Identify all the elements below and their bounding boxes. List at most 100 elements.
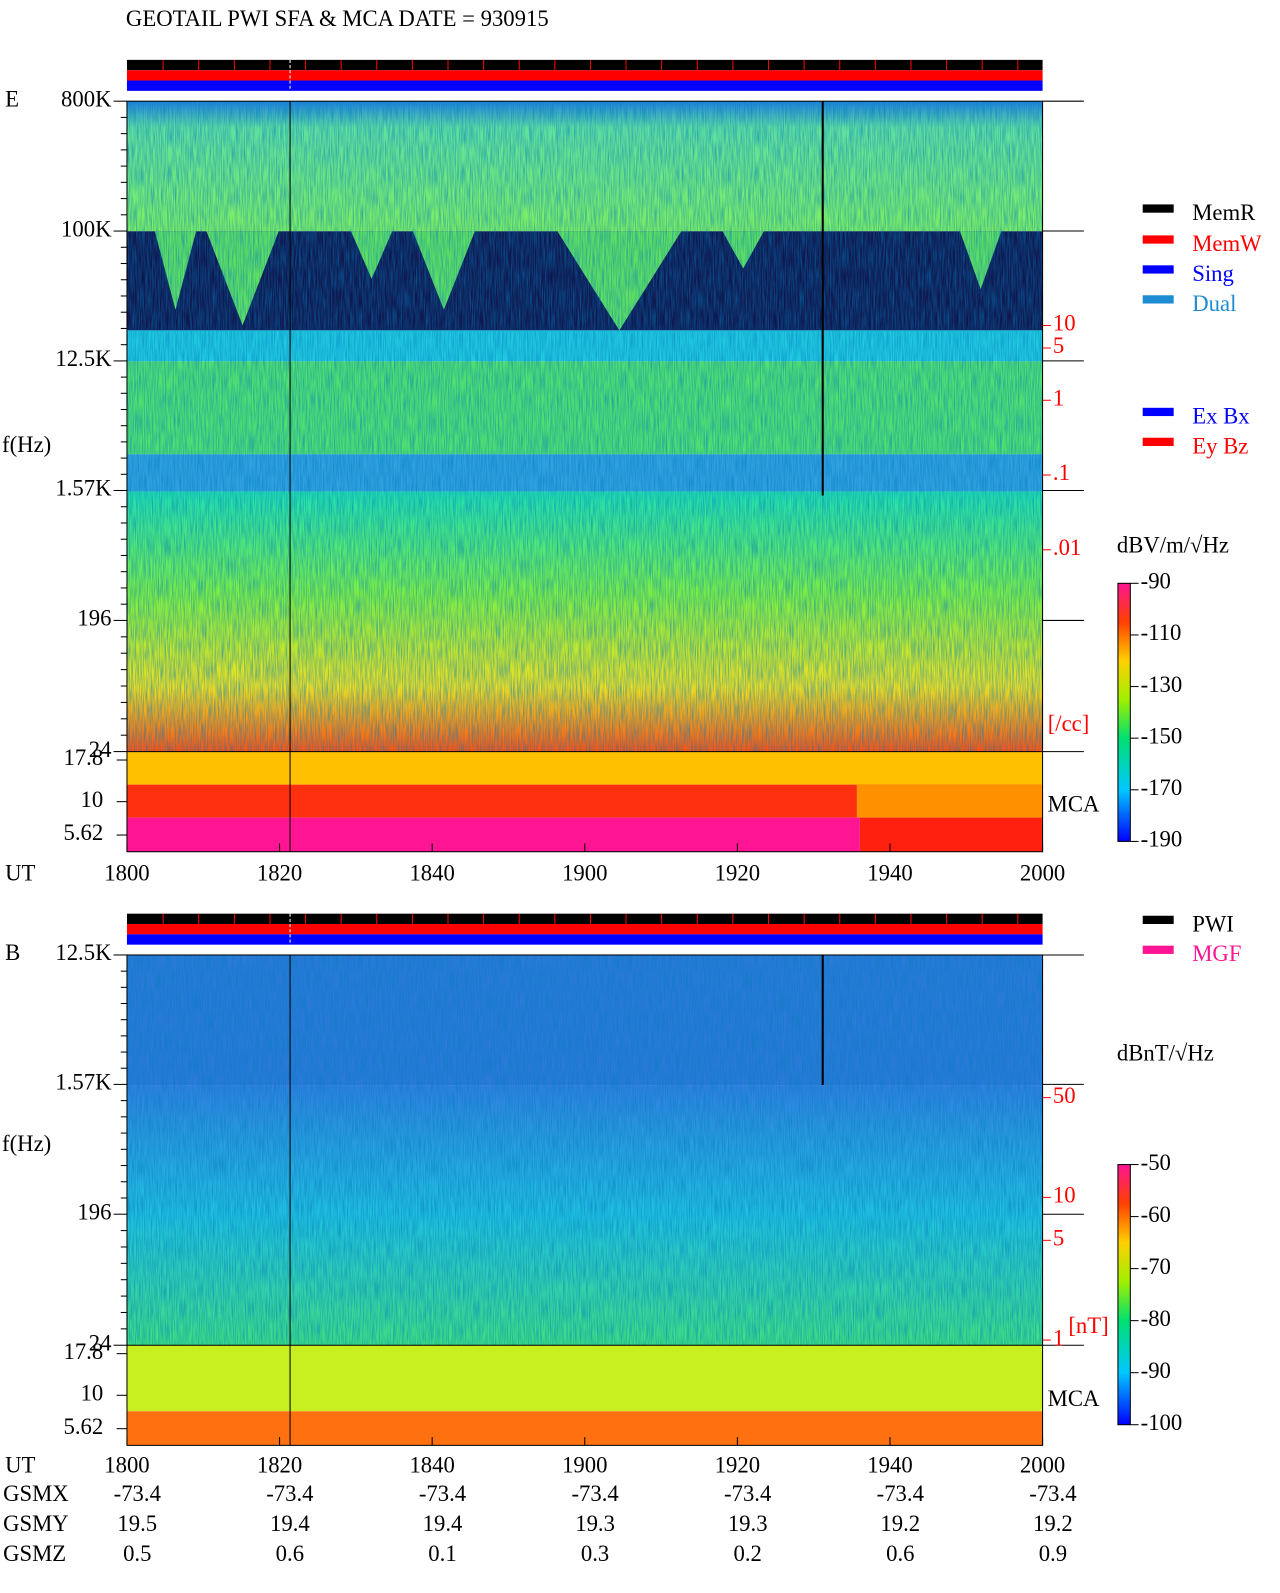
x-tick-label: 1820 bbox=[257, 861, 302, 886]
texture bbox=[126, 954, 1043, 1346]
x-tick-label: 1800 bbox=[104, 861, 149, 886]
orbit-value: 0.1 bbox=[428, 1541, 456, 1566]
y2-tick-label: 10 bbox=[1053, 1183, 1076, 1208]
legend-swatch bbox=[1142, 295, 1174, 304]
texture bbox=[126, 101, 1043, 752]
colorbar-tick-label: -150 bbox=[1141, 723, 1183, 748]
orbit-value: 0.6 bbox=[886, 1541, 914, 1566]
x-tick-label: 1920 bbox=[715, 861, 760, 886]
colorbar-tick-label: -60 bbox=[1141, 1202, 1171, 1227]
colorbar-tick-label: -110 bbox=[1141, 620, 1182, 645]
status-bar bbox=[126, 934, 1043, 945]
legend-swatch bbox=[1142, 945, 1174, 954]
status-bar bbox=[126, 80, 1043, 91]
y-axis-label: f(Hz) bbox=[2, 1131, 51, 1156]
spectrogram-background bbox=[126, 101, 1043, 1446]
y2-tick-label: 50 bbox=[1053, 1083, 1076, 1108]
y2-tick-label: 1 bbox=[1053, 1325, 1064, 1350]
status-bar bbox=[126, 70, 1043, 81]
legend-label: Dual bbox=[1192, 291, 1236, 316]
y2-tick-label: 1 bbox=[1053, 385, 1064, 410]
orbit-value: -73.4 bbox=[1029, 1481, 1076, 1506]
figure-title: GEOTAIL PWI SFA & MCA DATE = 930915 bbox=[126, 6, 549, 31]
legend-swatch bbox=[1142, 235, 1174, 244]
colorbar-tick-label: -50 bbox=[1141, 1150, 1171, 1175]
legend-swatch bbox=[1142, 915, 1174, 925]
colorbar bbox=[1117, 582, 1131, 842]
band bbox=[126, 1345, 1043, 1412]
status-bar bbox=[126, 913, 1043, 925]
mca-tick-label: 10 bbox=[81, 787, 104, 812]
orbit-value: 0.6 bbox=[276, 1541, 304, 1566]
y-tick-label: 1.57K bbox=[55, 476, 112, 501]
orbit-value: 19.5 bbox=[117, 1511, 157, 1536]
mca-tick-label: 17.8 bbox=[63, 1339, 103, 1364]
orbit-value: 19.3 bbox=[575, 1511, 615, 1536]
y2-unit: [/cc] bbox=[1048, 711, 1090, 736]
orbit-value: 19.4 bbox=[423, 1511, 463, 1536]
mca-label: MCA bbox=[1048, 1386, 1100, 1411]
status-bar bbox=[126, 924, 1043, 935]
legend-swatch bbox=[1142, 407, 1174, 417]
mca-tick-label: 17.8 bbox=[63, 745, 103, 770]
legend-label: MemR bbox=[1192, 200, 1256, 225]
orbit-value: -73.4 bbox=[877, 1481, 924, 1506]
status-bar bbox=[126, 59, 1043, 71]
y2-tick-label: .01 bbox=[1053, 535, 1081, 560]
panel-label: B bbox=[5, 940, 20, 965]
x-tick-label: 1940 bbox=[867, 1452, 912, 1477]
orbit-value: 0.3 bbox=[581, 1541, 609, 1566]
colorbar-tick-label: -90 bbox=[1141, 1358, 1171, 1383]
orbit-value: -73.4 bbox=[114, 1481, 161, 1506]
colorbar bbox=[1117, 1164, 1131, 1426]
y-tick-label: 12.5K bbox=[55, 346, 112, 371]
x-tick-label: 1920 bbox=[715, 1452, 760, 1477]
colorbar-tick-label: -190 bbox=[1141, 827, 1183, 852]
legend-label: Ey Bz bbox=[1192, 433, 1248, 458]
y-tick-label: 12.5K bbox=[55, 940, 112, 965]
band bbox=[126, 751, 1043, 785]
x-tick-label: 1900 bbox=[562, 861, 607, 886]
y2-tick-label: 5 bbox=[1053, 333, 1064, 358]
colorbar-unit: dBV/m/√Hz bbox=[1117, 532, 1229, 557]
band bbox=[126, 817, 860, 852]
y-tick-label: 100K bbox=[61, 216, 112, 241]
colorbar-tick-label: -70 bbox=[1141, 1254, 1171, 1279]
orbit-value: 0.9 bbox=[1039, 1541, 1067, 1566]
orbit-value: -73.4 bbox=[724, 1481, 771, 1506]
orbit-row-label: GSMY bbox=[3, 1511, 69, 1536]
x-tick-label: 1900 bbox=[562, 1452, 607, 1477]
legend-label: MGF bbox=[1192, 941, 1241, 966]
orbit-value: 0.5 bbox=[123, 1541, 151, 1566]
legend-label: MemW bbox=[1192, 231, 1262, 256]
legend-swatch bbox=[1142, 437, 1174, 446]
colorbar-tick-label: -100 bbox=[1141, 1410, 1183, 1435]
orbit-value: 19.2 bbox=[1033, 1511, 1073, 1536]
x-tick-label: 1840 bbox=[409, 1452, 454, 1477]
y2-tick-label: .1 bbox=[1053, 460, 1070, 485]
y-axis-label: f(Hz) bbox=[2, 432, 51, 457]
x-axis-label: UT bbox=[5, 861, 35, 886]
orbit-value: 19.3 bbox=[728, 1511, 768, 1536]
y-tick-label: 1.57K bbox=[55, 1070, 112, 1095]
mca-tick-label: 5.62 bbox=[63, 1414, 103, 1439]
mca-tick-label: 5.62 bbox=[63, 820, 103, 845]
legend-label: Ex Bx bbox=[1192, 403, 1250, 428]
y-tick-label: 196 bbox=[77, 606, 111, 631]
legend-swatch bbox=[1142, 265, 1174, 274]
y2-tick-label: 5 bbox=[1053, 1226, 1064, 1251]
mca-tick-label: 10 bbox=[81, 1381, 104, 1406]
orbit-value: -73.4 bbox=[571, 1481, 618, 1506]
orbit-value: 19.2 bbox=[880, 1511, 920, 1536]
orbit-row-label: GSMZ bbox=[3, 1541, 66, 1566]
band bbox=[856, 784, 1043, 818]
colorbar-tick-label: -90 bbox=[1141, 569, 1171, 594]
y-tick-label: 800K bbox=[61, 86, 112, 111]
x-tick-label: 2000 bbox=[1020, 861, 1065, 886]
x-tick-label: 1840 bbox=[409, 861, 454, 886]
x-tick-label: 1940 bbox=[867, 861, 912, 886]
band bbox=[859, 817, 1043, 852]
panel-label: E bbox=[5, 86, 19, 111]
y-tick-label: 24 bbox=[89, 1330, 112, 1355]
